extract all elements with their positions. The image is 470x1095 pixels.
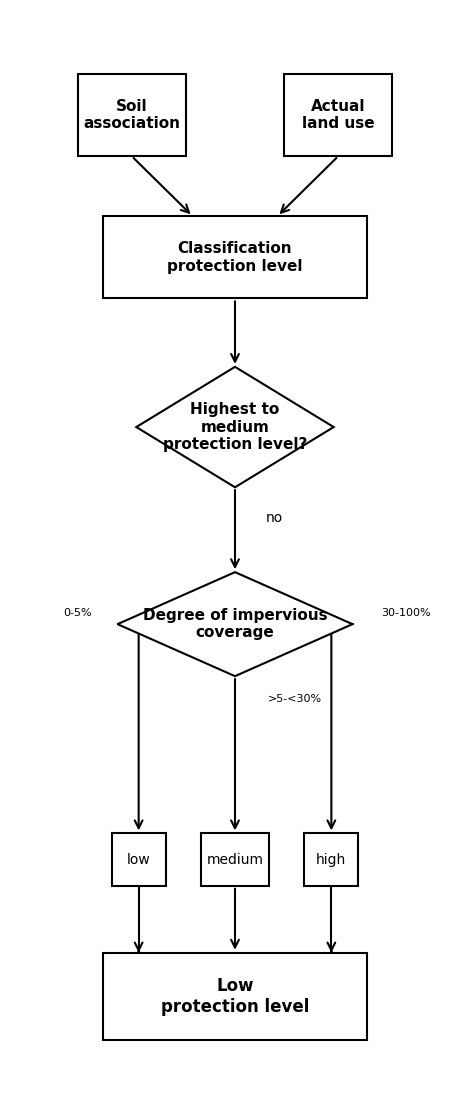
FancyBboxPatch shape [103, 217, 367, 298]
Text: 30-100%: 30-100% [381, 608, 431, 619]
Text: >5-<30%: >5-<30% [268, 693, 322, 704]
Text: low: low [127, 853, 150, 866]
FancyBboxPatch shape [284, 74, 392, 155]
Text: Highest to
medium
protection level?: Highest to medium protection level? [163, 402, 307, 452]
Text: medium: medium [206, 853, 264, 866]
FancyBboxPatch shape [78, 74, 186, 155]
FancyBboxPatch shape [112, 833, 165, 886]
FancyBboxPatch shape [103, 953, 367, 1040]
Text: high: high [316, 853, 346, 866]
FancyBboxPatch shape [305, 833, 359, 886]
Text: 0-5%: 0-5% [63, 608, 92, 619]
Text: Soil
association: Soil association [83, 99, 180, 131]
Text: Actual
land use: Actual land use [302, 99, 375, 131]
Text: Low
protection level: Low protection level [161, 977, 309, 1016]
Polygon shape [118, 573, 352, 676]
Text: no: no [266, 511, 283, 525]
Polygon shape [136, 367, 334, 487]
Text: Classification
protection level: Classification protection level [167, 241, 303, 274]
FancyBboxPatch shape [201, 833, 269, 886]
Text: Degree of impervious
coverage: Degree of impervious coverage [143, 608, 327, 641]
